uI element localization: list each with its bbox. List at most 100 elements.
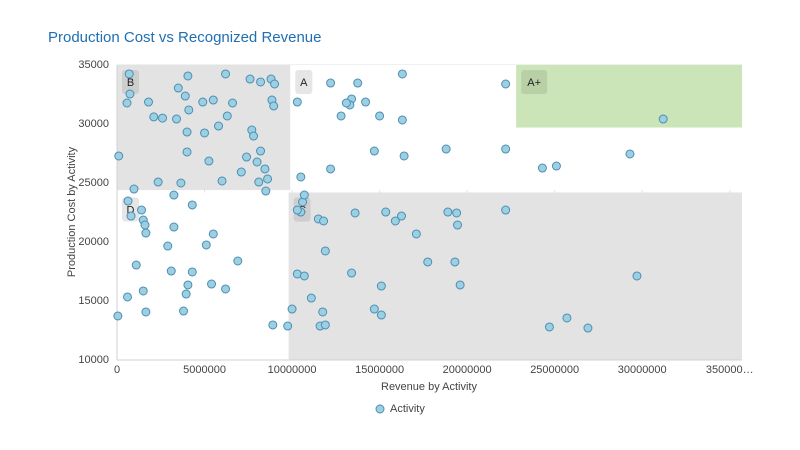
- point: [376, 310, 386, 320]
- point: [221, 69, 231, 79]
- point: [361, 97, 371, 107]
- point: [242, 152, 252, 162]
- point: [369, 304, 379, 314]
- y-axis-label: Production Cost by Activity: [66, 146, 78, 277]
- point: [261, 186, 271, 196]
- point: [336, 111, 346, 121]
- point: [207, 279, 217, 289]
- point: [347, 268, 357, 278]
- point: [583, 323, 593, 333]
- point: [124, 69, 134, 79]
- point: [245, 74, 255, 84]
- point: [551, 161, 561, 171]
- x-axis-label: Revenue by Activity: [381, 381, 477, 393]
- point: [397, 69, 407, 79]
- point: [138, 286, 148, 296]
- point: [198, 97, 208, 107]
- point: [299, 271, 309, 281]
- point: [326, 164, 336, 174]
- y-tick-label: 30000: [78, 118, 109, 130]
- point: [292, 97, 302, 107]
- point: [163, 241, 173, 251]
- point: [233, 256, 243, 266]
- region: [516, 65, 742, 128]
- point: [283, 321, 293, 331]
- point: [443, 207, 453, 217]
- point: [319, 216, 329, 226]
- point: [268, 320, 278, 330]
- point: [204, 156, 214, 166]
- point: [141, 228, 151, 238]
- point: [287, 304, 297, 314]
- point: [270, 79, 280, 89]
- point: [222, 111, 232, 121]
- point: [326, 78, 336, 88]
- y-tick-label: 35000: [78, 59, 109, 71]
- point: [182, 127, 192, 137]
- y-tick-label: 25000: [78, 177, 109, 189]
- region-label: B: [127, 77, 134, 89]
- point: [381, 207, 391, 217]
- point: [221, 284, 231, 294]
- point: [441, 144, 451, 154]
- point: [256, 77, 266, 87]
- point: [256, 146, 266, 156]
- point: [350, 208, 360, 218]
- point: [201, 240, 211, 250]
- point: [397, 115, 407, 125]
- region-label-box: [295, 70, 313, 94]
- point: [341, 98, 351, 108]
- point: [501, 144, 511, 154]
- region: [288, 192, 742, 360]
- point: [228, 98, 238, 108]
- y-tick-label: 20000: [78, 236, 109, 248]
- point: [187, 200, 197, 210]
- region-label: D: [127, 204, 135, 216]
- point: [320, 246, 330, 256]
- point: [144, 97, 154, 107]
- point: [137, 205, 147, 215]
- x-tick-label: 10000000: [268, 364, 317, 376]
- point: [299, 190, 309, 200]
- point: [187, 267, 197, 277]
- point: [390, 216, 400, 226]
- point: [318, 307, 328, 317]
- point: [149, 112, 159, 122]
- x-tick-label: 25000000: [530, 364, 579, 376]
- point: [632, 271, 642, 281]
- point: [254, 177, 264, 187]
- x-tick-label: 20000000: [443, 364, 492, 376]
- point: [455, 280, 465, 290]
- legend-marker: [375, 404, 385, 414]
- point: [450, 257, 460, 267]
- point: [217, 176, 227, 186]
- x-tick-label: 30000000: [618, 364, 667, 376]
- point: [126, 211, 136, 221]
- point: [180, 91, 190, 101]
- point: [183, 280, 193, 290]
- point: [208, 95, 218, 105]
- region-label: A: [300, 77, 308, 89]
- point: [200, 128, 210, 138]
- point: [423, 257, 433, 267]
- point: [453, 220, 463, 230]
- x-tick-label: 0: [114, 364, 120, 376]
- point: [353, 78, 363, 88]
- y-tick-label: 15000: [78, 295, 109, 307]
- x-tick-label: 350000…: [706, 364, 754, 376]
- point: [625, 149, 635, 159]
- region-label: A+: [527, 77, 541, 89]
- point: [544, 322, 554, 332]
- point: [396, 211, 406, 221]
- point: [369, 146, 379, 156]
- point: [153, 177, 163, 187]
- region-label-box: [521, 70, 548, 94]
- point: [263, 174, 273, 184]
- point: [399, 151, 409, 161]
- point: [249, 131, 259, 141]
- point: [260, 164, 270, 174]
- point: [123, 292, 133, 302]
- point: [181, 289, 191, 299]
- point: [183, 71, 193, 81]
